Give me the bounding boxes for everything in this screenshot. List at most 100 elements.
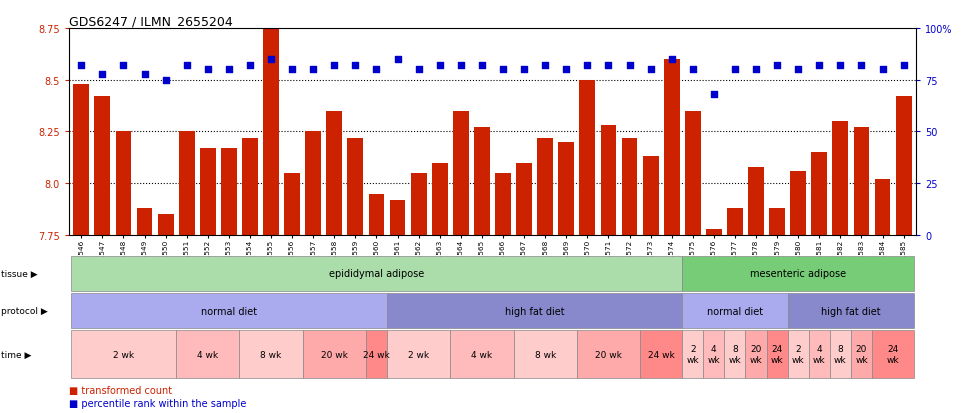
Bar (559, 142, 574, 235)
Text: 8
wk: 8 wk (729, 344, 741, 364)
Point (242, 63, 258, 69)
Point (791, 67, 807, 74)
Bar (621, 138, 637, 235)
Point (411, 67, 426, 74)
Bar (263, 29, 279, 235)
Bar (854, 128, 869, 235)
Text: 8
wk: 8 wk (834, 344, 847, 364)
Bar (832, 122, 849, 235)
Point (368, 67, 384, 74)
Point (390, 57, 406, 63)
Text: 2 wk: 2 wk (113, 350, 134, 358)
Bar (706, 229, 722, 235)
Point (348, 63, 364, 69)
Bar (685, 112, 701, 235)
Point (663, 57, 679, 63)
Text: 24 wk: 24 wk (364, 350, 390, 358)
Point (537, 63, 553, 69)
Text: 20 wk: 20 wk (595, 350, 622, 358)
Text: high fat diet: high fat diet (821, 306, 881, 316)
Bar (516, 163, 532, 235)
Point (453, 63, 468, 69)
Bar (769, 209, 785, 235)
Point (264, 57, 279, 63)
Point (748, 67, 763, 74)
Text: 20
wk: 20 wk (856, 344, 867, 364)
Bar (727, 209, 743, 235)
Bar (875, 180, 891, 235)
Point (621, 63, 637, 69)
Point (875, 67, 891, 74)
Text: 24
wk: 24 wk (887, 344, 900, 364)
Bar (326, 112, 342, 235)
Text: 2 wk: 2 wk (408, 350, 429, 358)
Text: 2
wk: 2 wk (792, 344, 805, 364)
Text: protocol ▶: protocol ▶ (1, 306, 48, 315)
Bar (284, 173, 300, 235)
Bar (579, 81, 595, 235)
Text: 20 wk: 20 wk (320, 350, 348, 358)
Point (643, 67, 659, 74)
Bar (116, 132, 131, 235)
Point (178, 63, 194, 69)
Text: ■ percentile rank within the sample: ■ percentile rank within the sample (69, 398, 246, 408)
Point (74, 63, 89, 69)
Point (833, 63, 849, 69)
Bar (242, 138, 258, 235)
Point (727, 67, 743, 74)
Bar (537, 138, 553, 235)
Point (432, 63, 448, 69)
Text: time ▶: time ▶ (1, 350, 31, 358)
Point (116, 63, 131, 69)
Bar (178, 132, 195, 235)
Text: mesenteric adipose: mesenteric adipose (750, 268, 847, 279)
Text: 24
wk: 24 wk (771, 344, 783, 364)
Point (221, 67, 237, 74)
Point (559, 67, 574, 74)
Point (136, 71, 152, 78)
Text: ■ transformed count: ■ transformed count (69, 385, 172, 395)
Bar (220, 149, 237, 235)
Bar (896, 97, 911, 235)
Bar (136, 209, 153, 235)
Point (516, 67, 532, 74)
Text: tissue ▶: tissue ▶ (1, 269, 37, 278)
Bar (432, 163, 448, 235)
Point (284, 67, 300, 74)
Bar (790, 171, 807, 235)
Bar (643, 157, 659, 235)
Bar (348, 138, 364, 235)
Bar (411, 173, 426, 235)
Text: 8 wk: 8 wk (534, 350, 556, 358)
Point (306, 67, 321, 74)
Bar (495, 173, 511, 235)
Text: normal diet: normal diet (201, 306, 257, 316)
Bar (663, 60, 679, 235)
Text: 24 wk: 24 wk (648, 350, 674, 358)
Bar (390, 200, 406, 235)
Text: 2
wk: 2 wk (686, 344, 699, 364)
Text: 4 wk: 4 wk (197, 350, 219, 358)
Point (474, 63, 490, 69)
Bar (94, 97, 110, 235)
Point (326, 63, 342, 69)
Bar (811, 153, 827, 235)
Bar (601, 126, 616, 235)
Point (579, 63, 595, 69)
Text: high fat diet: high fat diet (505, 306, 564, 316)
Bar (453, 112, 468, 235)
Bar (200, 149, 216, 235)
Text: GDS6247 / ILMN_2655204: GDS6247 / ILMN_2655204 (69, 15, 232, 28)
Point (158, 77, 173, 84)
Bar (368, 194, 384, 235)
Point (854, 63, 869, 69)
Text: 4
wk: 4 wk (813, 344, 825, 364)
Bar (306, 132, 321, 235)
Text: 4 wk: 4 wk (471, 350, 493, 358)
Point (706, 92, 721, 98)
Bar (74, 85, 89, 235)
Point (811, 63, 827, 69)
Point (495, 67, 511, 74)
Point (94, 71, 110, 78)
Point (601, 63, 616, 69)
